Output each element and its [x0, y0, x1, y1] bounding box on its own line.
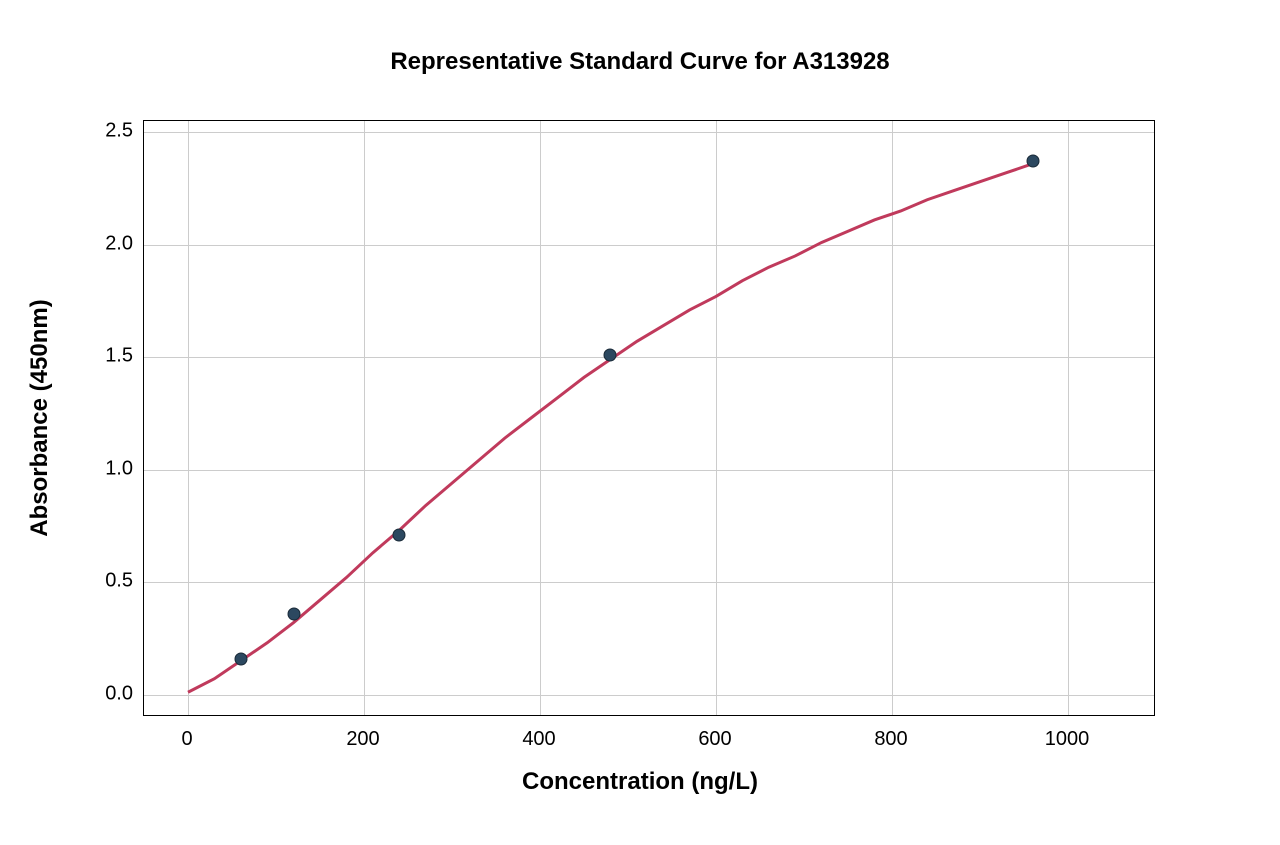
x-tick-label: 600	[698, 728, 731, 751]
y-tick-label: 2.5	[93, 120, 133, 143]
x-tick-label: 0	[181, 728, 192, 751]
plot-area	[143, 120, 1155, 716]
fitted-curve	[144, 121, 1154, 715]
data-point	[234, 652, 247, 665]
x-tick-label: 400	[522, 728, 555, 751]
y-tick-label: 2.0	[93, 232, 133, 255]
chart-title: Representative Standard Curve for A31392…	[390, 48, 889, 76]
y-tick-label: 0.5	[93, 570, 133, 593]
data-point	[604, 348, 617, 361]
x-axis-label: Concentration (ng/L)	[522, 768, 758, 796]
x-tick-label: 1000	[1045, 728, 1090, 751]
data-point	[393, 528, 406, 541]
data-point	[1026, 155, 1039, 168]
x-tick-label: 200	[346, 728, 379, 751]
data-point	[287, 607, 300, 620]
y-tick-label: 0.0	[93, 682, 133, 705]
y-tick-label: 1.0	[93, 457, 133, 480]
chart-container: Representative Standard Curve for A31392…	[0, 0, 1280, 845]
y-tick-label: 1.5	[93, 345, 133, 368]
x-tick-label: 800	[874, 728, 907, 751]
y-axis-label: Absorbance (450nm)	[26, 299, 54, 536]
